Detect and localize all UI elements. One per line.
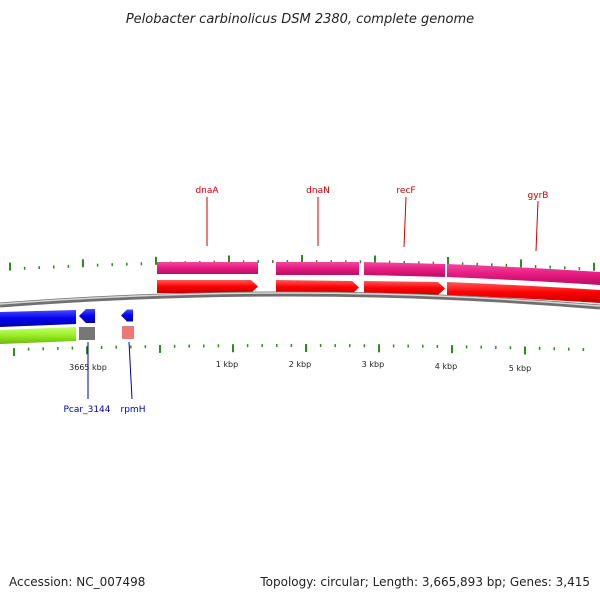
genome-backbone bbox=[0, 291, 600, 310]
feature-red-arrow-2[interactable] bbox=[276, 280, 359, 294]
feature-pink-1[interactable] bbox=[122, 326, 134, 339]
accession-text: Accession: NC_007498 bbox=[9, 575, 145, 589]
inner-tick-marks bbox=[13, 344, 585, 357]
reverse-feature-track bbox=[0, 309, 134, 344]
feature-lime-1[interactable] bbox=[0, 327, 76, 344]
bottom-gene-labels: Pcar_3144 rpmH bbox=[64, 341, 146, 415]
feature-blue-arrow-2[interactable] bbox=[79, 309, 95, 323]
gene-label-dnaN[interactable]: dnaN bbox=[306, 186, 330, 196]
gene-label-rpmH[interactable]: rpmH bbox=[121, 405, 146, 415]
feature-magenta-3[interactable] bbox=[364, 262, 445, 277]
scale-label: 4 kbp bbox=[435, 362, 457, 371]
feature-blue-1[interactable] bbox=[0, 310, 76, 327]
scale-label: 1 kbp bbox=[216, 360, 238, 369]
feature-gray-1[interactable] bbox=[79, 327, 95, 340]
feature-magenta-1[interactable] bbox=[157, 262, 258, 274]
feature-magenta-2[interactable] bbox=[276, 262, 359, 275]
gene-label-gyrB[interactable]: gyrB bbox=[528, 191, 549, 201]
gene-leader-line bbox=[403, 196, 407, 248]
scale-label: 3 kbp bbox=[362, 360, 384, 369]
feature-red-arrow-1[interactable] bbox=[157, 280, 258, 293]
forward-feature-track bbox=[157, 262, 600, 303]
gene-label-Pcar_3144[interactable]: Pcar_3144 bbox=[64, 405, 111, 415]
gene-leader-line bbox=[128, 341, 133, 400]
gene-label-recF[interactable]: recF bbox=[396, 186, 415, 196]
feature-red-4[interactable] bbox=[447, 282, 600, 303]
gene-label-dnaA[interactable]: dnaA bbox=[195, 186, 219, 196]
scale-label: 5 kbp bbox=[509, 364, 531, 373]
genome-backbone-highlight bbox=[0, 292, 600, 307]
genome-summary-text: Topology: circular; Length: 3,665,893 bp… bbox=[259, 575, 590, 589]
gene-leader-line bbox=[535, 200, 539, 252]
scale-label: 2 kbp bbox=[289, 360, 311, 369]
feature-blue-arrow-3[interactable] bbox=[121, 309, 133, 322]
scale-labels: 3665 kbp 1 kbp 2 kbp 3 kbp 4 kbp 5 kbp bbox=[69, 360, 531, 373]
feature-magenta-4[interactable] bbox=[447, 264, 600, 285]
top-gene-labels: dnaA dnaN recF gyrB bbox=[195, 186, 549, 252]
map-title: Pelobacter carbinolicus DSM 2380, comple… bbox=[126, 12, 474, 27]
feature-red-arrow-3[interactable] bbox=[364, 281, 445, 295]
